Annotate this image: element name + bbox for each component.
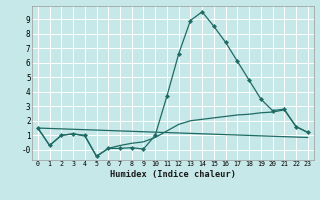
X-axis label: Humidex (Indice chaleur): Humidex (Indice chaleur) [110, 170, 236, 179]
